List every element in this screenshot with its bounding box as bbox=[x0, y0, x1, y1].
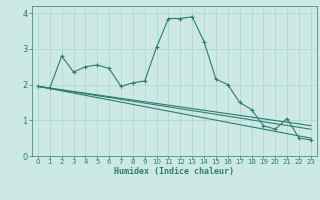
X-axis label: Humidex (Indice chaleur): Humidex (Indice chaleur) bbox=[115, 167, 234, 176]
